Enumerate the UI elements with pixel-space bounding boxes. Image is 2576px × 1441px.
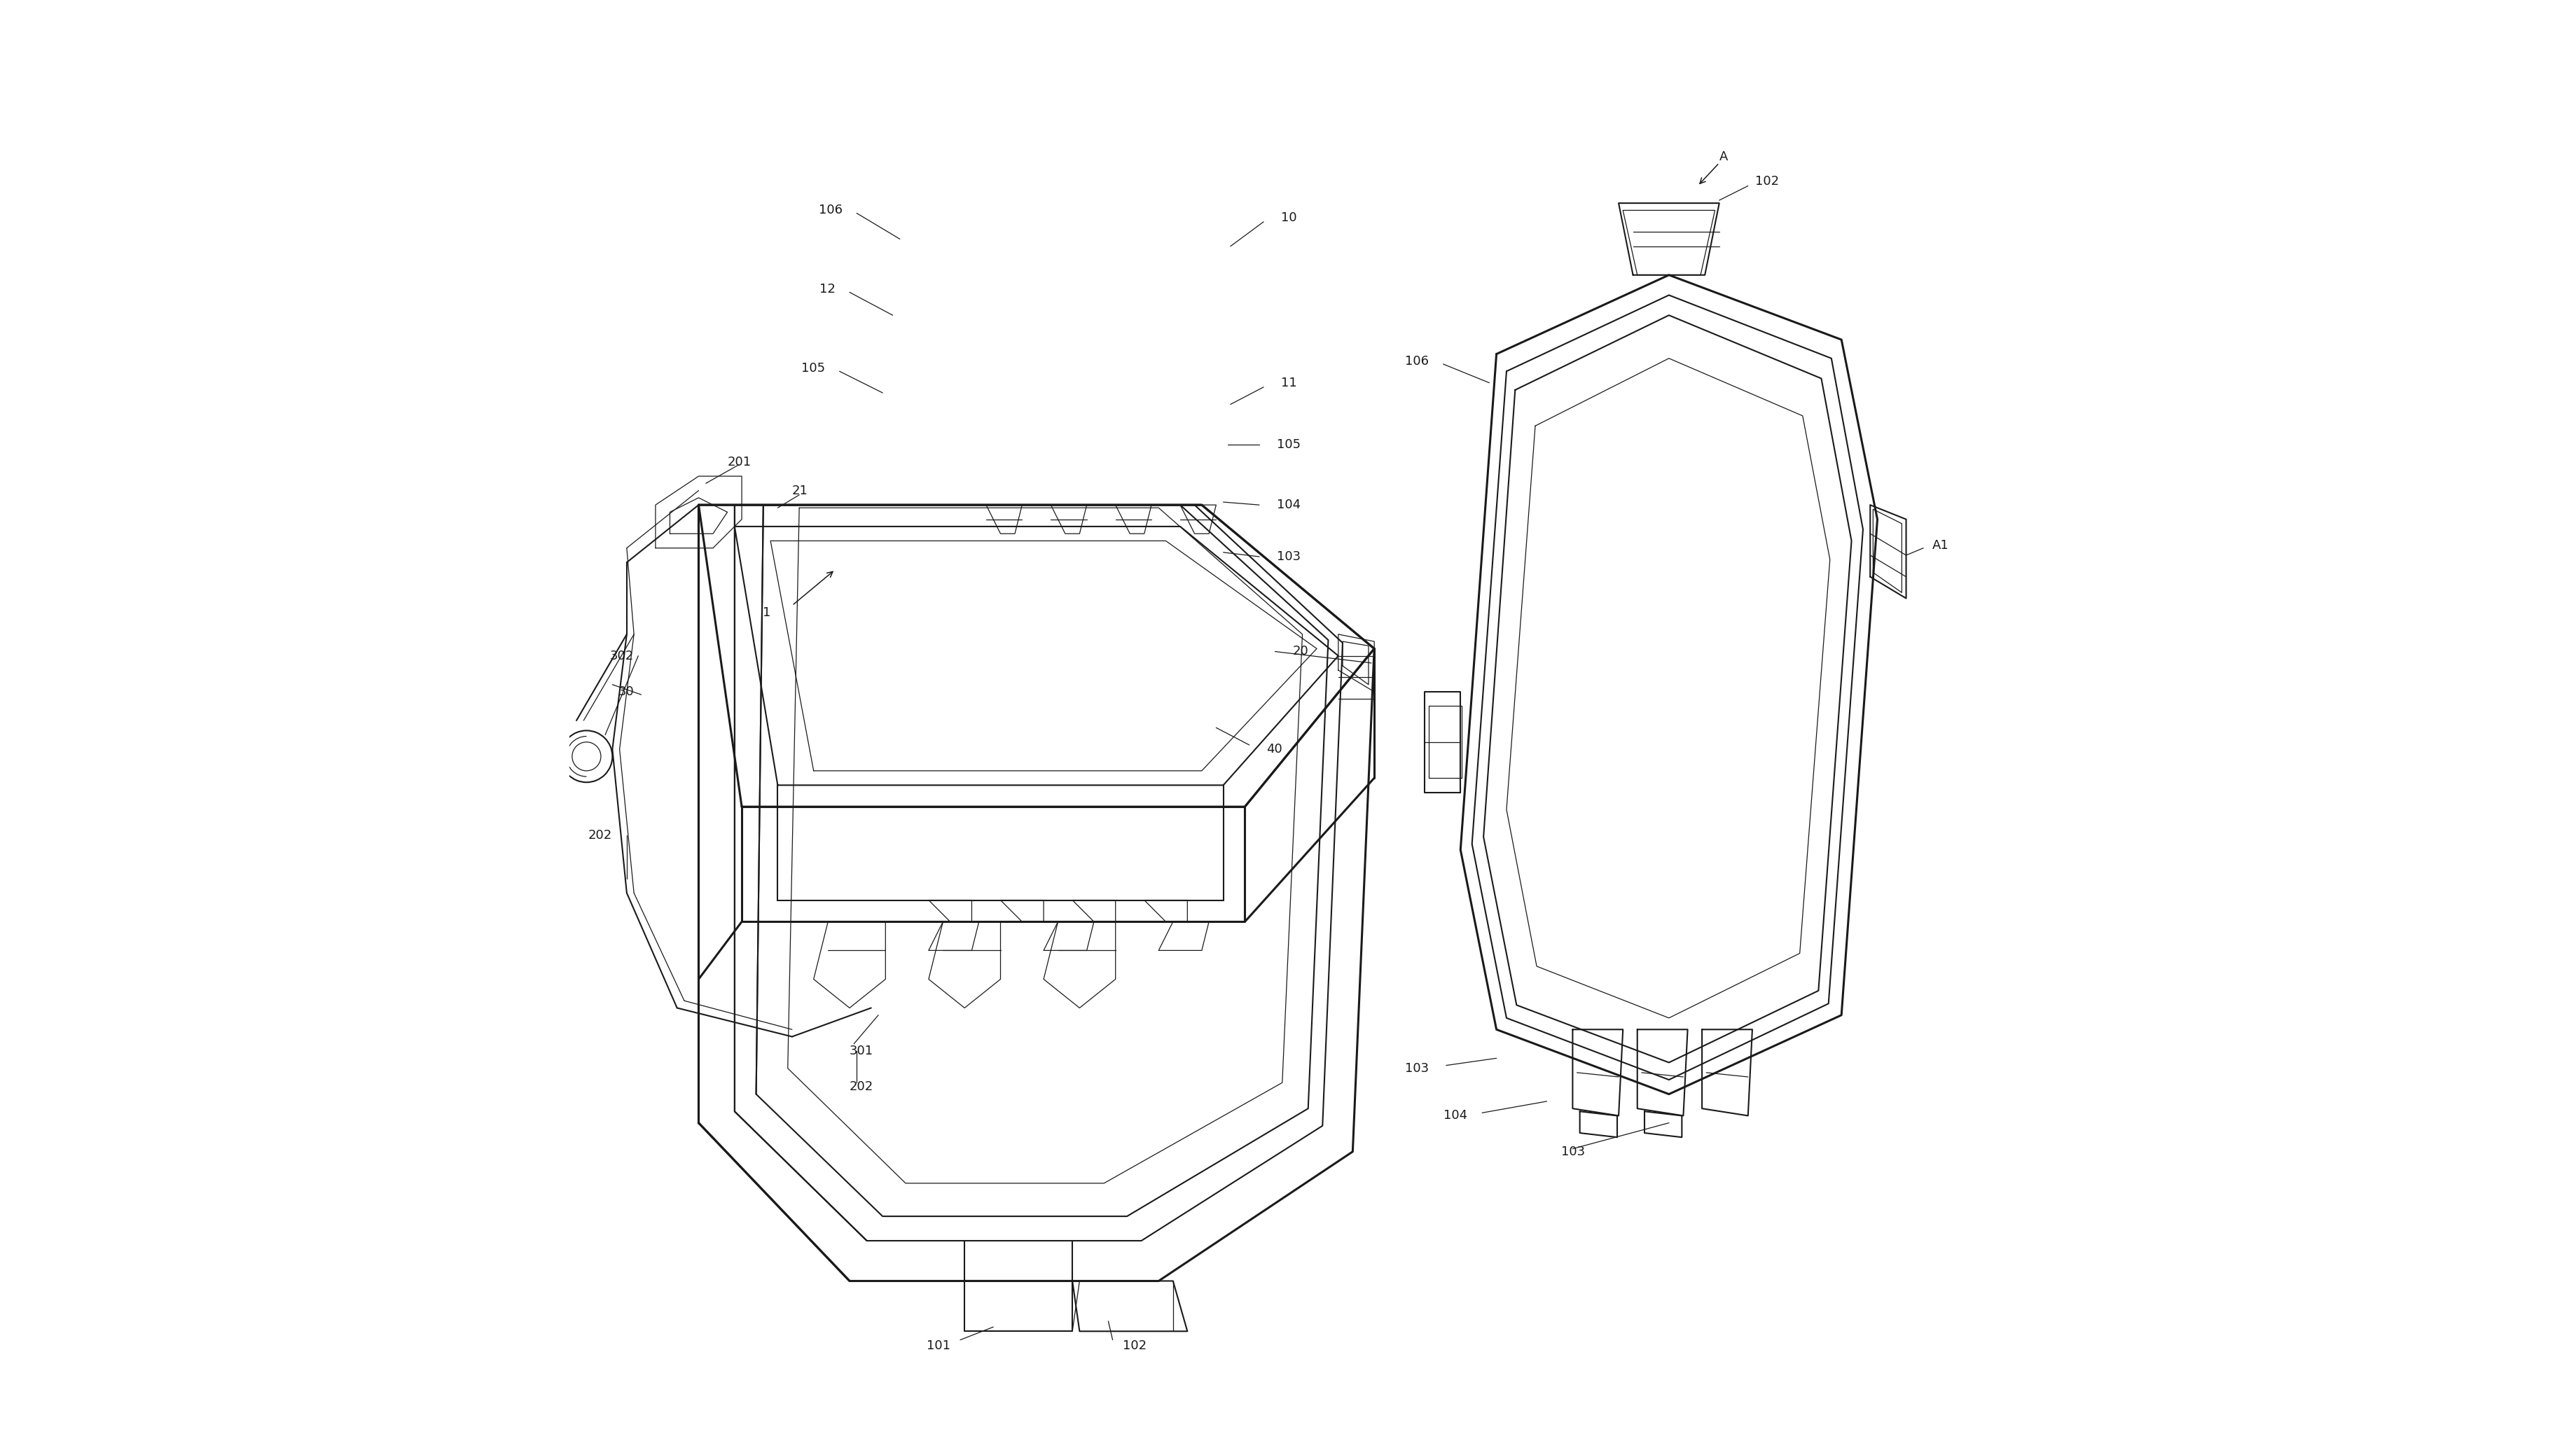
Text: 202: 202 <box>587 829 613 842</box>
Text: 20: 20 <box>1293 646 1309 659</box>
Text: 106: 106 <box>1404 354 1430 367</box>
Text: 104: 104 <box>1443 1110 1468 1123</box>
Text: 104: 104 <box>1278 499 1301 512</box>
Text: 102: 102 <box>1754 176 1780 187</box>
Text: 201: 201 <box>726 455 752 468</box>
Text: 302: 302 <box>611 650 634 661</box>
Text: A1: A1 <box>1932 539 1947 552</box>
Text: 106: 106 <box>819 205 842 216</box>
Text: 202: 202 <box>850 1081 873 1094</box>
Text: 103: 103 <box>1278 550 1301 563</box>
Text: 102: 102 <box>1123 1339 1146 1352</box>
Text: 105: 105 <box>1278 438 1301 451</box>
Text: 105: 105 <box>801 362 824 375</box>
Text: 103: 103 <box>1561 1146 1584 1159</box>
Text: 12: 12 <box>819 282 835 295</box>
Text: 101: 101 <box>927 1339 951 1352</box>
Text: 1: 1 <box>762 607 770 620</box>
Text: 21: 21 <box>791 484 809 497</box>
Text: 40: 40 <box>1267 744 1283 755</box>
Text: 11: 11 <box>1280 376 1296 389</box>
Text: 103: 103 <box>1404 1062 1430 1075</box>
Text: 10: 10 <box>1280 212 1296 223</box>
Text: A: A <box>1718 151 1728 163</box>
Text: 301: 301 <box>850 1045 873 1058</box>
Text: 30: 30 <box>618 686 634 697</box>
